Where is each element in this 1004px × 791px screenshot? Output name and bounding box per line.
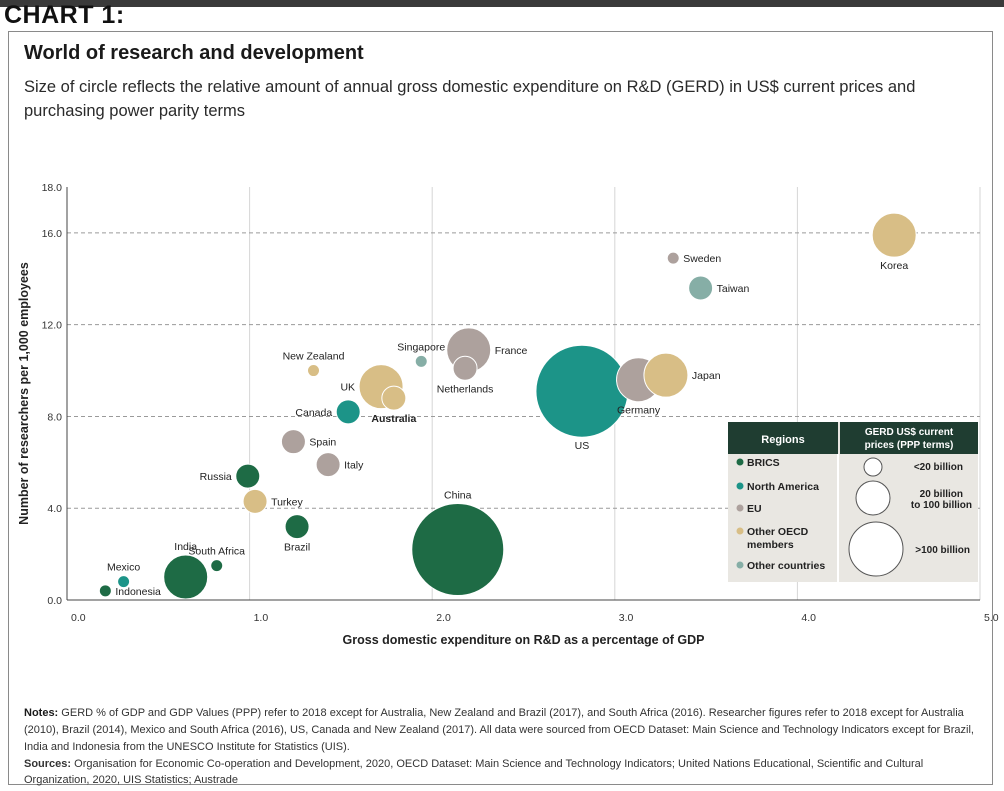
bubble-brazil xyxy=(284,514,310,540)
data-label: Indonesia xyxy=(115,586,161,598)
legend-swatch xyxy=(736,504,744,512)
bubble-south-africa xyxy=(210,559,224,573)
x-axis-title: Gross domestic expenditure on R&D as a p… xyxy=(343,633,705,647)
bubble-sweden xyxy=(666,251,680,265)
legend-swatch xyxy=(736,482,744,490)
y-tick-label: 18.0 xyxy=(42,182,63,194)
bubble-chart: 0.0 1.0 2.0 3.0 4.0 5.0 0.0 4.0 8.0 12.0 16.0 18.0 G… xyxy=(17,182,999,647)
legend-size-label: 20 billion xyxy=(920,489,963,500)
x-tick-label: 1.0 xyxy=(254,612,269,624)
bubble-singapore xyxy=(414,354,428,368)
legend-regions-header xyxy=(728,422,838,454)
chart-sources: Sources: Organisation for Economic Co-op… xyxy=(24,756,974,788)
legend-size-circle-large xyxy=(848,521,904,577)
data-label: New Zealand xyxy=(283,351,345,363)
y-tick-label: 0.0 xyxy=(47,595,62,607)
bubble-new-zealand xyxy=(307,364,321,378)
legend-size-circle-small xyxy=(863,457,883,477)
data-label: Singapore xyxy=(397,341,445,353)
notes-text: GERD % of GDP and GDP Values (PPP) refer… xyxy=(24,707,974,753)
data-label: Australia xyxy=(371,413,416,425)
notes-label: Notes: xyxy=(24,707,59,719)
legend-region-label: EU xyxy=(747,503,762,515)
bubble-russia xyxy=(235,463,261,489)
legend-region-label: BRICS xyxy=(747,457,780,469)
chart-frame xyxy=(8,31,993,785)
chart-label: CHART 1: xyxy=(4,1,125,29)
bubble-turkey xyxy=(242,488,268,514)
y-tick-label: 8.0 xyxy=(47,411,62,423)
chart-title: World of research and development xyxy=(24,42,364,64)
y-tick-label: 16.0 xyxy=(42,228,63,240)
legend-swatch xyxy=(736,561,744,569)
legend-size-label: >100 billion xyxy=(915,545,970,556)
data-label: Brazil xyxy=(284,542,310,554)
data-label: China xyxy=(444,490,472,502)
y-axis-title: Number of researchers per 1,000 employee… xyxy=(17,262,31,525)
bubble-japan xyxy=(643,352,689,398)
data-label: US xyxy=(575,440,590,452)
data-label: Mexico xyxy=(107,562,140,574)
data-label: UK xyxy=(340,382,355,394)
legend-region-label: Other OECD xyxy=(747,526,809,538)
data-label: Russia xyxy=(200,471,232,483)
data-label: South Africa xyxy=(188,546,245,558)
chart-notes: Notes: GERD % of GDP and GDP Values (PPP… xyxy=(24,705,974,756)
chart-subtitle: Size of circle reflects the relative amo… xyxy=(24,78,916,120)
bubble-netherlands xyxy=(452,355,478,381)
data-label: Korea xyxy=(880,260,908,272)
bubble-italy xyxy=(315,452,341,478)
legend-regions-title: Regions xyxy=(761,434,804,446)
data-label: Sweden xyxy=(683,253,721,265)
x-tick-label: 3.0 xyxy=(619,612,634,624)
x-tick-label: 4.0 xyxy=(801,612,816,624)
bubble-indonesia xyxy=(98,584,112,598)
x-tick-label: 0.0 xyxy=(71,612,86,624)
legend-size-header xyxy=(840,422,978,454)
bubble-us xyxy=(535,344,629,438)
bubble-taiwan xyxy=(688,275,714,301)
legend-size-circle-medium xyxy=(855,480,891,516)
sources-label: Sources: xyxy=(24,758,72,770)
bubble-china xyxy=(411,503,505,597)
x-tick-label: 2.0 xyxy=(436,612,451,624)
y-tick-label: 12.0 xyxy=(42,320,63,332)
legend-region-label: Other countries xyxy=(747,560,825,572)
bubble-mexico xyxy=(117,575,131,589)
bubble-australia xyxy=(381,385,407,411)
legend-region-label: members xyxy=(747,539,794,551)
data-label: Taiwan xyxy=(717,283,750,295)
sources-text: Organisation for Economic Co-operation a… xyxy=(24,758,924,786)
x-tick-label: 5.0 xyxy=(984,612,999,624)
bubble-canada xyxy=(335,399,361,425)
data-label: Japan xyxy=(692,370,721,382)
data-label: Canada xyxy=(295,407,332,419)
legend-swatch xyxy=(736,458,744,466)
bubble-india xyxy=(163,554,209,600)
legend-size-label: <20 billion xyxy=(914,462,963,473)
top-bar xyxy=(0,0,1004,7)
data-label: Italy xyxy=(344,460,364,472)
legend-size-title: prices (PPP terms) xyxy=(865,440,954,451)
legend-swatch xyxy=(736,527,744,535)
data-label: France xyxy=(495,345,528,357)
data-label: Netherlands xyxy=(437,383,494,395)
bubble-korea xyxy=(871,212,917,258)
data-label: Spain xyxy=(309,437,336,449)
data-label: India xyxy=(174,541,197,553)
data-label: Germany xyxy=(617,405,661,417)
legend-region-label: North America xyxy=(747,481,819,493)
legend-size-label: to 100 billion xyxy=(911,500,972,511)
bubble-spain xyxy=(280,429,306,455)
legend-size-title: GERD US$ current xyxy=(865,427,954,438)
data-label: Turkey xyxy=(271,496,303,508)
y-tick-label: 4.0 xyxy=(47,503,62,515)
